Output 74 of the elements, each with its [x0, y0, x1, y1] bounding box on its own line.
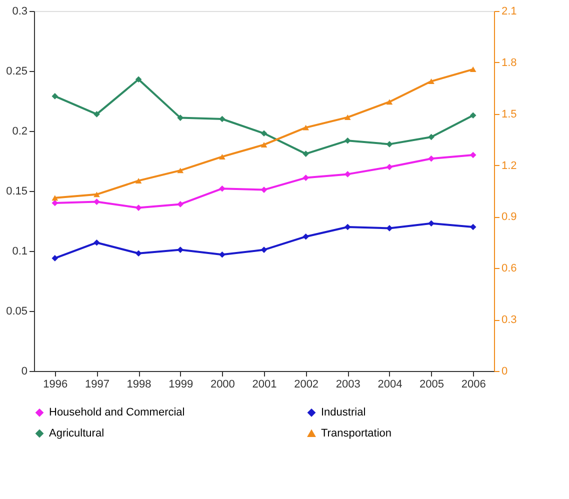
point — [386, 141, 393, 148]
point — [135, 178, 142, 184]
point — [470, 224, 476, 230]
x-tick-label: 2003 — [336, 378, 360, 390]
y-tick-label: 0.15 — [6, 186, 28, 198]
point — [470, 112, 476, 119]
point — [428, 155, 434, 162]
y2-tick-label: 0.6 — [502, 262, 517, 275]
point — [386, 164, 393, 170]
point — [302, 233, 309, 240]
y-tick-label: 0.3 — [12, 6, 28, 18]
point — [52, 195, 58, 201]
legend-label: Household and Commercial — [49, 406, 185, 419]
y2-tick-label: 1.2 — [502, 160, 517, 172]
y-tick-label: 0.1 — [12, 246, 28, 258]
x-tick-label: 2000 — [210, 378, 235, 390]
point — [428, 78, 434, 84]
point — [260, 130, 268, 137]
x-tick-label: 1998 — [126, 378, 152, 390]
y-tick-label: 0.05 — [6, 306, 28, 318]
y2-tick-label: 1.8 — [502, 56, 517, 69]
x-tick-label: 2002 — [294, 378, 319, 390]
point — [177, 114, 184, 121]
y-tick-label: 0.2 — [12, 126, 28, 138]
point — [135, 250, 142, 257]
y-tick-label: 0.25 — [6, 66, 28, 78]
legend-label: Industrial — [321, 406, 366, 419]
point — [177, 246, 184, 253]
point — [52, 200, 58, 206]
point — [219, 185, 226, 192]
point — [219, 251, 226, 258]
y2-tick-label: 0.9 — [502, 211, 517, 224]
point — [386, 99, 393, 105]
y2-tick-label: 0 — [502, 366, 508, 378]
y-tick-label: 0 — [21, 366, 28, 378]
point — [94, 192, 100, 198]
legend-label: Transportation — [321, 428, 392, 440]
point — [260, 246, 268, 253]
point — [177, 201, 184, 208]
point — [94, 198, 100, 205]
point — [177, 168, 184, 174]
x-tick-label: 2001 — [252, 378, 277, 390]
point — [135, 76, 142, 83]
point — [344, 114, 351, 120]
legend-label: Agricultural — [49, 428, 104, 440]
point — [302, 174, 309, 181]
point — [52, 93, 58, 100]
x-tick-label: 2004 — [378, 378, 402, 390]
point — [470, 152, 476, 158]
x-tick-label: 1999 — [168, 378, 194, 390]
point — [219, 116, 226, 122]
point — [94, 111, 100, 118]
point — [219, 154, 226, 160]
point — [260, 142, 268, 148]
x-tick-label: 2005 — [420, 378, 444, 390]
point — [302, 150, 309, 157]
point — [344, 137, 351, 144]
point — [428, 134, 434, 140]
point — [344, 224, 351, 230]
y2-tick-label: 0.3 — [502, 314, 517, 326]
point — [470, 66, 476, 72]
y2-tick-label: 2.1 — [502, 6, 517, 18]
y2-tick-label: 1.5 — [502, 108, 517, 120]
point — [344, 171, 351, 178]
x-tick-label: 2006 — [461, 378, 486, 390]
x-tick-label: 1997 — [84, 378, 110, 390]
point — [52, 255, 58, 262]
point — [386, 225, 393, 232]
point — [428, 220, 434, 227]
x-tick-label: 1996 — [43, 378, 68, 390]
point — [260, 186, 268, 193]
point — [302, 124, 309, 130]
point — [94, 239, 100, 246]
point — [135, 204, 142, 211]
